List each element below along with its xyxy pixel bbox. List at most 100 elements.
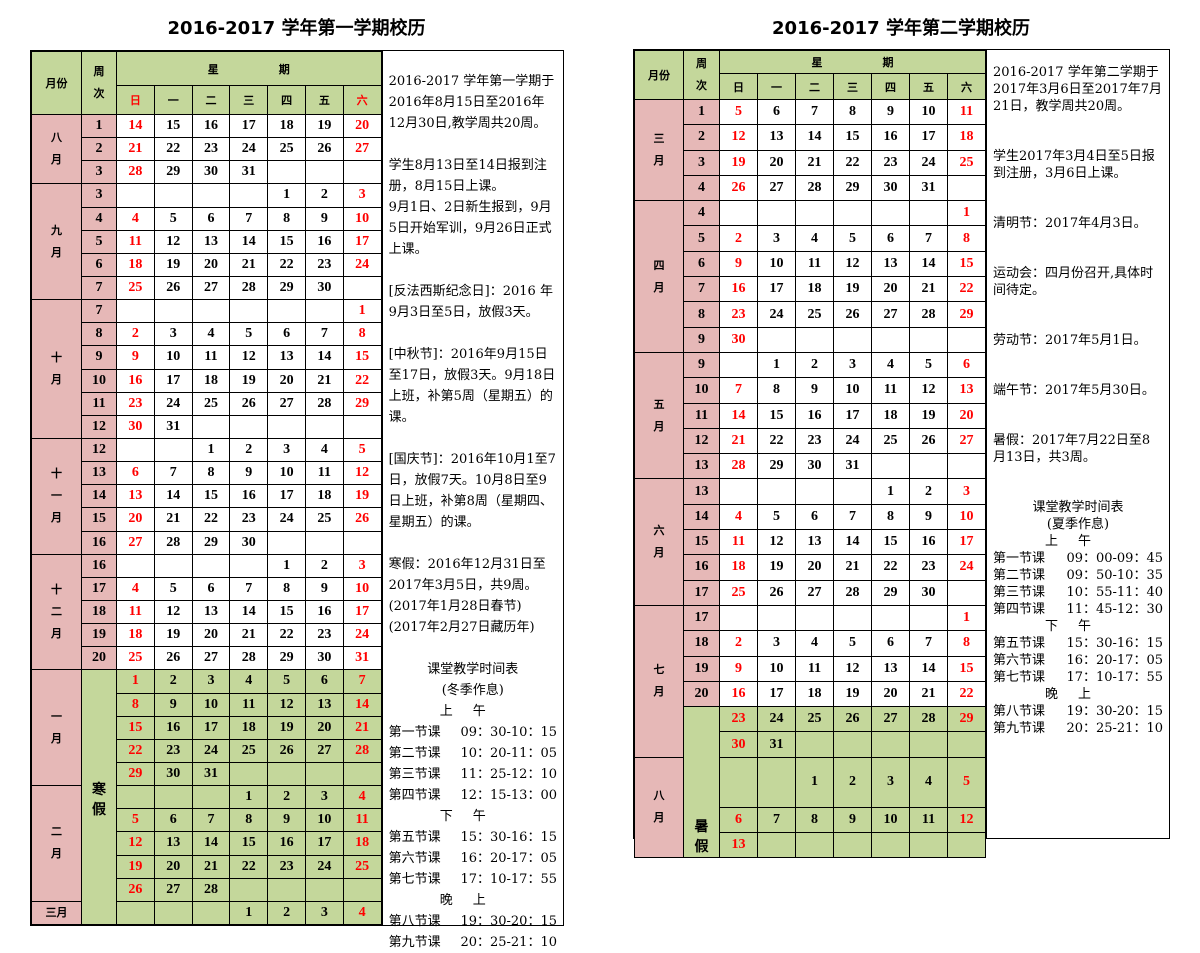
day-cell: 20 [267, 368, 306, 393]
day-cell: 22 [116, 738, 155, 763]
day-cell: 6 [267, 322, 306, 347]
week-row: 7 25 26 27 28 29 30 [32, 275, 382, 301]
day-cell: 29 [267, 646, 306, 671]
week-row: 15 11 12 13 14 15 16 17 [635, 529, 986, 556]
day-cell: 4 [909, 756, 948, 808]
week-number: 14 [81, 484, 117, 509]
day-cell: 4 [191, 322, 231, 347]
day-cell: 19 [153, 623, 193, 648]
day-cell: 25 [871, 427, 910, 455]
day-cell: 14 [795, 124, 834, 151]
week-number: 9 [81, 345, 117, 370]
day-cell: 3 [947, 478, 986, 505]
schedule-subtitle: (夏季作息) [1046, 517, 1110, 532]
week-row: 3 28 29 30 31 [32, 160, 382, 185]
day-cell: 22 [267, 623, 306, 648]
month-label: 十月 [50, 351, 62, 387]
day-cell: 23 [116, 391, 155, 416]
day-cell: 26 [116, 877, 155, 902]
day-cell: 30 [795, 453, 834, 480]
period-time: 10：55-11：40 [1066, 585, 1163, 600]
day-cell: 17 [267, 484, 306, 509]
day-cell: 26 [267, 738, 306, 763]
day-cell: 21 [909, 276, 948, 303]
day-cell: 10 [304, 808, 344, 833]
day-cell: 14 [116, 113, 155, 139]
day-cell: 27 [191, 275, 231, 301]
day-cell: 17 [229, 113, 269, 139]
day-cell: 24 [947, 554, 986, 581]
day-cell: 24 [229, 137, 269, 162]
day-cell [795, 831, 834, 859]
day-cell: 11 [342, 808, 382, 833]
schedule-row: 第二节课 10：20-11：05 [389, 743, 557, 764]
day-cell [304, 761, 344, 787]
weekday-header: 六 [947, 73, 986, 100]
day-cell: 10 [757, 250, 796, 278]
note-paragraph: 学生8月13日至14日报到注册，8月15日上课。 9月1日、2日新生报到，9月5… [388, 158, 552, 257]
day-cell: 9 [116, 345, 155, 370]
day-cell [795, 604, 834, 632]
period-time: 12：15-13：00 [460, 788, 557, 803]
day-cell: 19 [153, 252, 193, 277]
day-cell: 31 [909, 174, 948, 202]
day-cell: 18 [116, 252, 155, 277]
day-cell: 26 [342, 507, 382, 532]
day-cell: 1 [795, 756, 834, 808]
week-row: 9 30 [635, 326, 986, 353]
day-cell [795, 478, 834, 505]
day-cell [267, 877, 306, 902]
day-cell: 12 [909, 377, 948, 404]
day-cell [229, 183, 269, 208]
day-cell: 30 [153, 761, 193, 787]
week-number: 12 [81, 437, 117, 463]
week-row: 九月 3 1 2 3 [31, 183, 382, 301]
note-paragraph: 运动会：四月份召开,具体时间待定。 [993, 266, 1154, 298]
schedule-row: 第五节课 15：30-16：15 [993, 635, 1163, 652]
schedule-section-label: 下午 [1044, 619, 1111, 634]
day-cell: 12 [947, 806, 986, 833]
week-number: 17 [683, 579, 720, 606]
schedule-row: 第九节课 20：25-21：10 [389, 932, 557, 953]
period-time: 15：30-16：15 [460, 830, 557, 845]
day-cell [267, 160, 306, 185]
weekday-group-header: 星期 [207, 62, 350, 76]
day-cell: 21 [153, 507, 193, 532]
day-cell: 3 [871, 756, 910, 808]
week-number: 13 [683, 478, 720, 505]
day-cell: 23 [229, 507, 269, 532]
week-number: 6 [683, 250, 720, 278]
day-cell: 13 [116, 484, 155, 509]
schedule-row: 第八节课 19：30-20：15 [389, 911, 557, 932]
schedule-section-label: 晚上 [1044, 687, 1111, 702]
week-row: 5 11 12 13 14 15 16 17 [32, 229, 382, 254]
day-cell: 2 [795, 351, 834, 379]
day-cell: 7 [757, 806, 796, 833]
period-name: 第二节课 [388, 746, 441, 761]
week-row: 五月 9 1 2 3 4 5 6 [634, 351, 986, 480]
day-cell: 28 [229, 275, 269, 301]
day-cell: 26 [833, 706, 872, 733]
day-cell: 25 [719, 579, 758, 606]
period-time: 16：20-17：05 [460, 851, 557, 866]
period-name: 第二节课 [993, 568, 1046, 583]
month-label-cell: 七月 [634, 604, 684, 758]
day-cell: 15 [116, 715, 155, 740]
day-cell: 22 [267, 252, 306, 277]
week-number: 13 [683, 453, 720, 480]
period-name: 第一节课 [388, 725, 441, 740]
day-cell: 12 [833, 250, 872, 278]
week-row: 八月 1 14 15 16 17 18 19 20 [31, 113, 382, 185]
day-cell: 1 [229, 785, 269, 810]
day-cell: 4 [719, 503, 758, 531]
week-row: 22 23 24 25 26 27 28 [32, 738, 382, 763]
day-cell: 8 [267, 576, 306, 601]
day-cell: 8 [267, 206, 306, 231]
day-cell [833, 326, 872, 353]
day-cell [304, 299, 344, 324]
note-paragraph: 学生2017年3月4日至5日报到注册，3月6日上课。 [993, 149, 1155, 181]
day-cell: 7 [153, 461, 193, 486]
week-row: 10 16 17 18 19 20 21 22 [32, 368, 382, 393]
day-cell: 31 [342, 646, 382, 671]
day-cell: 30 [116, 414, 155, 439]
